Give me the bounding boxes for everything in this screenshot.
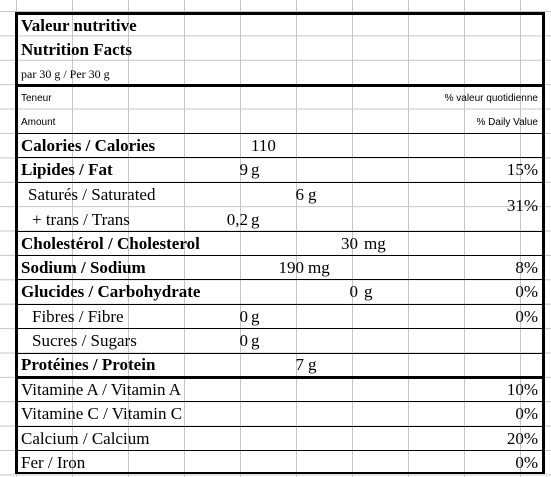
vitamin-c-label: Vitamine C / Vitamin C: [21, 404, 183, 423]
daily-value-french-label: % valeur quotidienne: [444, 93, 538, 104]
carbohydrate-amount: 0: [349, 282, 359, 301]
title-french: Valeur nutritive: [21, 16, 137, 35]
protein-unit: g: [308, 355, 317, 374]
vitamin-c-daily-value: 0%: [515, 404, 538, 423]
sodium-daily-value: 8%: [515, 258, 538, 277]
carbohydrate-daily-value: 0%: [515, 282, 538, 301]
cholesterol-label: Cholestérol / Cholesterol: [21, 234, 200, 253]
trans-label: + trans / Trans: [32, 210, 130, 229]
calories-amount: 110: [251, 136, 276, 155]
fat-unit: g: [251, 160, 260, 179]
header-divider: [18, 84, 542, 87]
protein-label: Protéines / Protein: [21, 355, 156, 374]
serving-size: par 30 g / Per 30 g: [21, 67, 110, 81]
carbohydrate-unit: g: [364, 282, 373, 301]
sugars-unit: g: [251, 331, 260, 350]
fibre-amount: 0: [239, 307, 249, 326]
teneur-label: Teneur: [21, 93, 52, 104]
calcium-label: Calcium / Calcium: [21, 429, 150, 448]
saturated-amount: 6: [295, 185, 305, 204]
sugars-label: Sucres / Sugars: [32, 331, 137, 350]
protein-amount: 7: [295, 355, 305, 374]
vitamin-a-daily-value: 10%: [506, 380, 538, 399]
saturated-unit: g: [308, 185, 317, 204]
sodium-unit: mg: [308, 258, 330, 277]
fibre-daily-value: 0%: [515, 307, 538, 326]
calcium-daily-value: 20%: [506, 429, 538, 448]
vitamin-a-label: Vitamine A / Vitamin A: [21, 380, 182, 399]
sodium-label: Sodium / Sodium: [21, 258, 146, 277]
fat-label: Lipides / Fat: [21, 160, 113, 179]
cholesterol-unit: mg: [364, 234, 386, 253]
trans-amount: 0,2: [226, 210, 248, 229]
fat-daily-value: 15%: [506, 160, 538, 179]
fibre-label: Fibres / Fibre: [32, 307, 124, 326]
trans-unit: g: [251, 210, 260, 229]
fibre-unit: g: [251, 307, 260, 326]
title-english: Nutrition Facts: [21, 40, 132, 59]
sodium-amount: 190: [278, 258, 305, 277]
iron-label: Fer / Iron: [21, 453, 86, 472]
nutrition-facts-table: Valeur nutritive Nutrition Facts par 30 …: [15, 12, 545, 474]
daily-value-english-label: % Daily Value: [476, 117, 538, 128]
saturated-trans-daily-value: 31%: [506, 196, 538, 215]
calories-label: Calories / Calories: [21, 136, 156, 155]
vitamins-divider: [18, 376, 542, 379]
saturated-label: Saturés / Saturated: [28, 185, 156, 204]
amount-label: Amount: [21, 117, 56, 128]
sugars-amount: 0: [239, 331, 249, 350]
carbohydrate-label: Glucides / Carbohydrate: [21, 282, 201, 301]
cholesterol-amount: 30: [341, 234, 358, 253]
iron-daily-value: 0%: [515, 453, 538, 472]
fat-amount: 9: [239, 160, 249, 179]
